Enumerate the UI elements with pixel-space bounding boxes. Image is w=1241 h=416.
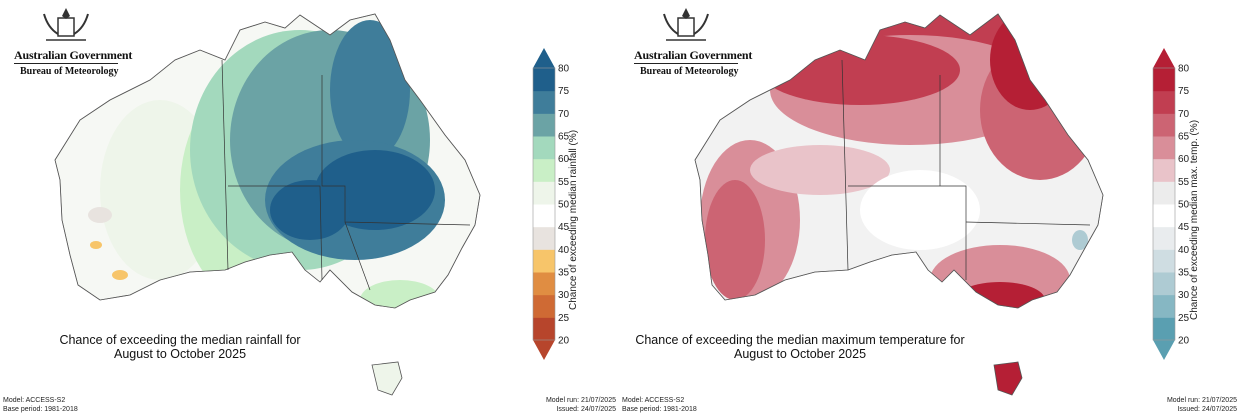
temperature-caption-line1: Chance of exceeding the median maximum t…	[635, 333, 965, 347]
temperature-model-info: Model: ACCESS-S2 Base period: 1981-2018	[622, 396, 697, 414]
rainfall-caption: Chance of exceeding the median rainfall …	[40, 333, 320, 361]
temperature-colorbar-tick: 45	[1178, 222, 1190, 233]
temperature-colorbar-tick: 30	[1178, 290, 1190, 301]
rainfall-colorbar-min-arrow	[533, 340, 555, 360]
temperature-colorbar-tick: 25	[1178, 313, 1190, 324]
temperature-colorbar-max-arrow	[1153, 48, 1175, 68]
rainfall-colorbar-tick: 75	[558, 86, 570, 97]
rainfall-colorbar-segment	[533, 158, 555, 182]
rainfall-colorbar-segment	[533, 294, 555, 318]
rainfall-colorbar-outline	[532, 67, 556, 341]
temperature-colorbar-segment	[1153, 272, 1175, 296]
rainfall-colorbar: 20 25 30 35 40 45 50 55 60 65 70 75 80	[532, 48, 570, 360]
temperature-outlook-panel: 20 25 30 35 40 45 50 55 60 65 70 75 80 Australian Go…	[620, 0, 1241, 416]
temperature-colorbar-min-arrow	[1153, 340, 1175, 360]
rainfall-outlook-panel: 20 25 30 35 40 45 50 55 60 65 70 75 80 Australian Go…	[0, 0, 620, 416]
government-name: Australian Government	[14, 48, 133, 62]
state-borders	[221, 59, 471, 291]
rainfall-colorbar-tick: 65	[558, 132, 570, 143]
rainfall-colorbar-segment	[533, 272, 555, 296]
rainfall-colorbar-tick: 25	[558, 313, 570, 324]
state-borders-temp	[841, 59, 1091, 280]
coat-of-arms-icon	[663, 8, 709, 41]
rainfall-colorbar-max-arrow	[533, 48, 555, 68]
rainfall-colorbar-tick: 30	[558, 290, 570, 301]
rainfall-colorbar-tick: 40	[558, 245, 570, 256]
temperature-caption: Chance of exceeding the median maximum t…	[620, 333, 980, 361]
rainfall-colorbar-tick: 60	[558, 154, 570, 165]
rainfall-colorbar-segment	[533, 113, 555, 137]
temperature-colorbar-segment	[1153, 90, 1175, 114]
temperature-model-run: Model run: 21/07/2025	[1166, 397, 1237, 404]
temperature-colorbar-tick: 20	[1178, 336, 1190, 347]
rainfall-model: Model: ACCESS-S2	[3, 397, 66, 404]
rainfall-run-info: Model run: 21/07/2025 Issued: 24/07/2025	[540, 396, 616, 414]
temperature-colorbar-segment	[1153, 204, 1175, 228]
australia-landmass	[54, 13, 481, 309]
rainfall-base-period: Base period: 1981-2018	[3, 406, 78, 413]
logo-divider	[14, 63, 118, 64]
temperature-colorbar-segment	[1153, 68, 1175, 92]
rainfall-caption-line2: August to October 2025	[113, 347, 247, 361]
temperature-colorbar-segment	[1153, 113, 1175, 137]
coat-of-arms-icon	[43, 8, 89, 41]
temperature-colorbar-tick: 70	[1178, 109, 1190, 120]
rainfall-colorbar-segment	[533, 249, 555, 273]
rainfall-colorbar-tick: 35	[558, 268, 570, 279]
temperature-colorbar-label: Chance of exceeding median max. temp. (%…	[1189, 119, 1200, 320]
temperature-base-period: Base period: 1981-2018	[622, 406, 697, 413]
rainfall-colorbar-tick: 50	[558, 200, 570, 211]
bureau-name-temp: Bureau of Meteorology	[640, 66, 739, 77]
tasmania-temp	[993, 361, 1023, 396]
rainfall-colorbar-tick: 45	[558, 222, 570, 233]
temperature-map: 20 25 30 35 40 45 50 55 60 65 70 75 80	[694, 13, 1190, 396]
rainfall-colorbar-label: Chance of exceeding median rainfall (%)	[568, 129, 579, 310]
bureau-name: Bureau of Meteorology	[20, 66, 119, 77]
rainfall-colorbar-segment	[533, 226, 555, 250]
rainfall-colorbar-segment	[533, 181, 555, 205]
temperature-colorbar-segment	[1153, 181, 1175, 205]
temperature-colorbar-segment	[1153, 226, 1175, 250]
temperature-colorbar-outline	[1152, 67, 1176, 341]
temperature-colorbar-tick: 75	[1178, 86, 1190, 97]
government-logo-temp	[632, 4, 752, 78]
temperature-colorbar-tick: 35	[1178, 268, 1190, 279]
government-logo	[12, 4, 132, 78]
rainfall-colorbar-segment	[533, 204, 555, 228]
temperature-caption-line2: August to October 2025	[733, 347, 867, 361]
rainfall-colorbar-tick: 55	[558, 177, 570, 188]
temperature-model: Model: ACCESS-S2	[622, 397, 685, 404]
rainfall-colorbar-tick: 20	[558, 336, 570, 347]
temperature-colorbar-segment	[1153, 317, 1175, 341]
temperature-colorbar-segment	[1153, 136, 1175, 160]
temperature-colorbar-tick: 60	[1178, 154, 1190, 165]
temperature-colorbar-segment	[1153, 158, 1175, 182]
government-name-temp: Australian Government	[634, 48, 753, 62]
temperature-run-info: Model run: 21/07/2025 Issued: 24/07/2025	[1160, 396, 1237, 414]
rainfall-caption-line1: Chance of exceeding the median rainfall …	[59, 333, 301, 347]
rainfall-colorbar-segment	[533, 68, 555, 92]
temperature-colorbar-tick: 40	[1178, 245, 1190, 256]
temperature-colorbar-tick: 50	[1178, 200, 1190, 211]
australia-landmass-temp	[694, 13, 1104, 309]
rainfall-colorbar-segment	[533, 317, 555, 341]
rainfall-issued: Issued: 24/07/2025	[556, 406, 616, 413]
rainfall-colorbar-tick: 80	[558, 64, 570, 75]
temperature-colorbar-tick: 65	[1178, 132, 1190, 143]
rainfall-colorbar-segment	[533, 90, 555, 114]
temperature-colorbar-tick: 80	[1178, 64, 1190, 75]
rainfall-colorbar-segment	[533, 136, 555, 160]
logo-divider-temp	[634, 63, 738, 64]
temperature-colorbar: 20 25 30 35 40 45 50 55 60 65 70 75 80	[1152, 48, 1190, 360]
rainfall-colorbar-tick: 70	[558, 109, 570, 120]
temperature-issued: Issued: 24/07/2025	[1177, 406, 1237, 413]
rainfall-map: 20 25 30 35 40 45 50 55 60 65 70 75 80	[54, 13, 570, 396]
temperature-colorbar-segment	[1153, 249, 1175, 273]
temperature-colorbar-segment	[1153, 294, 1175, 318]
temperature-colorbar-tick: 55	[1178, 177, 1190, 188]
rainfall-model-info: Model: ACCESS-S2 Base period: 1981-2018	[3, 396, 78, 414]
tasmania	[371, 361, 403, 396]
rainfall-model-run: Model run: 21/07/2025	[545, 397, 616, 404]
